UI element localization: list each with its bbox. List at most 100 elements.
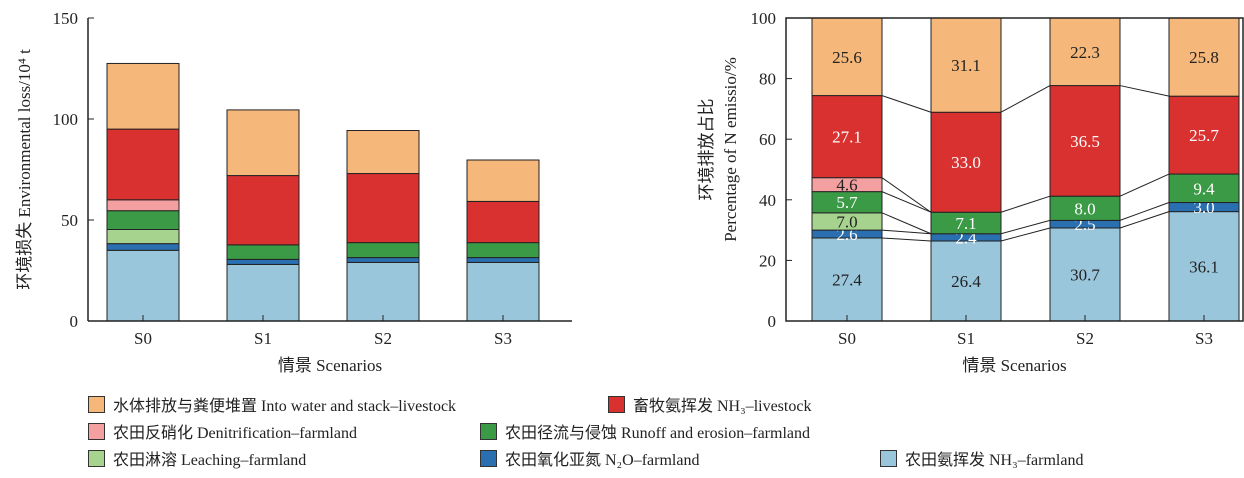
y-tick-label-pct-0: 0 bbox=[768, 312, 777, 331]
bar-loss-s1-series-6 bbox=[226, 109, 300, 177]
bar-loss-s1-series-5 bbox=[226, 175, 300, 246]
legend-swatch-nh3-farmland bbox=[880, 449, 897, 467]
legend-item-n2o-farmland: 农田氧化亚氮 N₂O–farmland bbox=[480, 446, 699, 470]
y-tick-label-pct-40: 40 bbox=[759, 191, 776, 210]
connector-s0-s1-series-1 bbox=[881, 229, 932, 235]
connector-s0-s1-series-3 bbox=[881, 191, 932, 213]
bar-pct-s1-series-6 bbox=[930, 17, 1002, 113]
connector-s1-s2-series-1 bbox=[1000, 219, 1051, 235]
bar-loss-s3-series-3 bbox=[466, 242, 540, 259]
data-label-s1-series-0: 26.4 bbox=[951, 272, 981, 291]
bar-pct-s1-series-0 bbox=[930, 240, 1002, 322]
legend-item-nh3-farmland: 农田氨挥发 NH₃–farmland bbox=[880, 446, 1083, 470]
legend-label-n2o-farmland: 农田氧化亚氮 N₂O–farmland bbox=[505, 452, 700, 469]
data-label-s1-series-6: 31.1 bbox=[951, 56, 981, 75]
bar-loss-s1-series-0 bbox=[226, 263, 300, 322]
y-axis-label-pct-zh: 环境排放占比 bbox=[697, 99, 716, 201]
data-label-s3-series-5: 25.7 bbox=[1189, 126, 1219, 145]
y-axis-label-loss: 环境损失 Environmental loss/10⁴ t bbox=[15, 49, 34, 290]
y-tick-label-pct-60: 60 bbox=[759, 130, 776, 149]
x-axis-label-loss: 情景 Scenarios bbox=[278, 356, 382, 375]
bar-loss-s2-series-1 bbox=[346, 257, 420, 263]
connector-s1-s2-series-5 bbox=[1000, 85, 1051, 113]
connector-s1-s2-series-0 bbox=[1000, 227, 1051, 242]
data-label-s0-series-6: 25.6 bbox=[832, 48, 862, 67]
bar-loss-s0-series-5 bbox=[106, 128, 180, 201]
x-tick-label-loss-s3: S3 bbox=[494, 329, 512, 348]
connector-s2-s3-series-3 bbox=[1119, 173, 1170, 197]
bar-pct-s2-series-5 bbox=[1049, 85, 1121, 197]
y-tick-label-pct-80: 80 bbox=[759, 70, 776, 89]
data-label-s0-series-0: 27.4 bbox=[832, 270, 862, 289]
legend-item-leaching: 农田淋溶 Leaching–farmland bbox=[88, 446, 306, 470]
charts-canvas: 0 50 100 150 S0 S1 S2 S3 情景 Scenarios 环境损失 Enviro… bbox=[15, 9, 1244, 375]
data-label-s2-series-3: 8.0 bbox=[1074, 199, 1095, 218]
legend-label-nh3-livestock: 畜牧氨挥发 NH₃–livestock bbox=[633, 398, 812, 415]
x-tick-label-pct-s2: S2 bbox=[1076, 329, 1094, 348]
bar-pct-s3-series-5 bbox=[1168, 95, 1240, 175]
bar-pct-s3-series-3 bbox=[1168, 173, 1240, 204]
data-label-s3-series-0: 36.1 bbox=[1189, 257, 1219, 276]
legend-swatch-runoff-erosion bbox=[480, 422, 497, 440]
connector-s2-s3-series-5 bbox=[1119, 85, 1170, 97]
bar-loss-s3-series-1 bbox=[466, 257, 540, 263]
bar-pct-s1-series-5 bbox=[930, 111, 1002, 213]
bar-pct-s2-series-6 bbox=[1049, 17, 1121, 87]
data-label-s0-series-4: 4.6 bbox=[836, 176, 857, 195]
legend-swatch-denitrification bbox=[88, 422, 105, 440]
legend-item-denitrification: 农田反硝化 Denitrification–farmland bbox=[88, 419, 357, 443]
bar-loss-s0-series-6 bbox=[106, 62, 180, 130]
bar-loss-s1-series-3 bbox=[226, 244, 300, 260]
y-tick-label-loss-50: 50 bbox=[61, 211, 78, 230]
bar-loss-s2-series-3 bbox=[346, 242, 420, 259]
bar-loss-s2-series-5 bbox=[346, 173, 420, 244]
bar-loss-s0-series-4 bbox=[106, 199, 180, 212]
bar-loss-s3-series-0 bbox=[466, 261, 540, 322]
y-tick-label-pct-100: 100 bbox=[751, 9, 777, 28]
legend-swatch-water-stack bbox=[88, 395, 105, 413]
bar-loss-s0-series-2 bbox=[106, 228, 180, 245]
legend-swatch-leaching bbox=[88, 449, 105, 467]
legend-swatch-n2o-farmland bbox=[480, 449, 497, 467]
y-tick-label-loss-150: 150 bbox=[53, 9, 79, 28]
data-label-s2-series-0: 30.7 bbox=[1070, 265, 1100, 284]
legend-label-water-stack: 水体排放与粪便堆置 Into water and stack–livestock bbox=[113, 398, 457, 415]
bar-loss-s0-series-1 bbox=[106, 243, 180, 251]
connector-s2-s3-series-0 bbox=[1119, 211, 1170, 229]
data-label-s0-series-5: 27.1 bbox=[832, 128, 862, 147]
bar-pct-s3-series-0 bbox=[1168, 211, 1240, 322]
data-label-s2-series-5: 36.5 bbox=[1070, 132, 1100, 151]
legend-label-denitrification: 农田反硝化 Denitrification–farmland bbox=[113, 425, 357, 442]
bar-loss-s3-series-6 bbox=[466, 159, 540, 202]
x-tick-label-pct-s3: S3 bbox=[1195, 329, 1213, 348]
bar-pct-s2-series-0 bbox=[1049, 227, 1121, 322]
legend-item-nh3-livestock: 畜牧氨挥发 NH₃–livestock bbox=[608, 392, 811, 416]
connector-s0-s1-series-0 bbox=[881, 237, 932, 242]
connector-s1-s2-series-3 bbox=[1000, 195, 1051, 213]
bar-loss-s2-series-0 bbox=[346, 261, 420, 322]
data-label-s1-series-3: 7.1 bbox=[955, 214, 976, 233]
x-tick-label-loss-s0: S0 bbox=[134, 329, 152, 348]
legend-item-runoff-erosion: 农田径流与侵蚀 Runoff and erosion–farmland bbox=[480, 419, 810, 443]
x-tick-label-pct-s1: S1 bbox=[957, 329, 975, 348]
data-label-s3-series-3: 9.4 bbox=[1193, 179, 1215, 198]
legend-swatch-nh3-livestock bbox=[608, 395, 625, 413]
y-tick-label-loss-100: 100 bbox=[53, 110, 79, 129]
x-axis-label-pct: 情景 Scenarios bbox=[962, 356, 1066, 375]
legend-item-water-stack: 水体排放与粪便堆置 Into water and stack–livestock bbox=[88, 392, 456, 416]
connector-s2-s3-series-1 bbox=[1119, 202, 1170, 221]
connector-s0-s1-series-5 bbox=[881, 95, 932, 113]
data-label-s0-series-3: 5.7 bbox=[836, 193, 858, 212]
connector-s0-s1-series-4 bbox=[881, 177, 932, 213]
y-axis-label-pct-en: Percentage of N emissio/% bbox=[721, 57, 740, 242]
data-label-s0-series-2: 7.0 bbox=[836, 212, 857, 231]
bar-loss-s2-series-6 bbox=[346, 130, 420, 175]
x-tick-label-loss-s1: S1 bbox=[254, 329, 272, 348]
bar-pct-s0-series-6 bbox=[811, 17, 883, 97]
x-tick-label-loss-s2: S2 bbox=[374, 329, 392, 348]
bar-pct-s3-series-6 bbox=[1168, 17, 1240, 97]
y-tick-label-loss-0: 0 bbox=[70, 312, 79, 331]
connector-s0-s1-series-2 bbox=[881, 212, 932, 235]
legend-label-leaching: 农田淋溶 Leaching–farmland bbox=[113, 452, 307, 469]
x-tick-label-pct-s0: S0 bbox=[838, 329, 856, 348]
